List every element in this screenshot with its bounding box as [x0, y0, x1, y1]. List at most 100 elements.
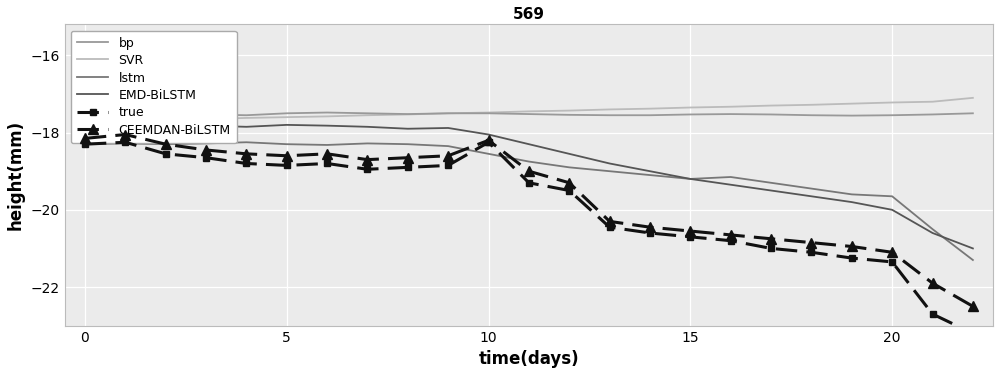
bp [321, 110, 333, 115]
CEEMDAN-BiLSTM [281, 153, 293, 158]
CEEMDAN-BiLSTM [321, 152, 333, 156]
bp [523, 112, 535, 116]
true [967, 331, 979, 336]
true [361, 167, 373, 171]
Title: 569: 569 [513, 7, 545, 22]
true [160, 152, 172, 156]
lstm [684, 177, 696, 181]
bp [361, 111, 373, 116]
SVR [402, 112, 414, 117]
bp [604, 113, 616, 117]
EMD-BiLSTM [402, 126, 414, 131]
bp [886, 113, 898, 117]
bp [765, 112, 777, 117]
CEEMDAN-BiLSTM [402, 156, 414, 160]
lstm [604, 169, 616, 174]
bp [725, 112, 737, 116]
true [79, 142, 91, 146]
EMD-BiLSTM [886, 208, 898, 212]
EMD-BiLSTM [442, 126, 454, 130]
bp [160, 111, 172, 116]
CEEMDAN-BiLSTM [846, 244, 858, 249]
EMD-BiLSTM [563, 152, 575, 156]
EMD-BiLSTM [765, 188, 777, 193]
SVR [644, 106, 656, 111]
EMD-BiLSTM [604, 161, 616, 166]
CEEMDAN-BiLSTM [725, 232, 737, 237]
SVR [483, 110, 495, 115]
true [200, 156, 212, 160]
EMD-BiLSTM [684, 177, 696, 181]
lstm [805, 186, 817, 191]
bp [281, 111, 293, 116]
X-axis label: time(days): time(days) [479, 350, 579, 368]
bp [967, 111, 979, 116]
true [119, 140, 131, 144]
CEEMDAN-BiLSTM [79, 136, 91, 141]
SVR [765, 104, 777, 108]
SVR [563, 108, 575, 113]
lstm [200, 141, 212, 146]
SVR [281, 115, 293, 119]
bp [927, 112, 939, 117]
bp [79, 113, 91, 117]
true [805, 250, 817, 255]
SVR [846, 101, 858, 106]
CEEMDAN-BiLSTM [442, 153, 454, 158]
lstm [483, 152, 495, 156]
lstm [321, 143, 333, 147]
true [442, 163, 454, 168]
true [927, 312, 939, 316]
SVR [927, 99, 939, 104]
EMD-BiLSTM [927, 231, 939, 235]
CEEMDAN-BiLSTM [604, 219, 616, 224]
true [402, 165, 414, 170]
lstm [79, 142, 91, 146]
SVR [361, 113, 373, 117]
bp [563, 112, 575, 117]
lstm [523, 159, 535, 164]
CEEMDAN-BiLSTM [886, 250, 898, 255]
lstm [725, 175, 737, 179]
bp [240, 113, 252, 117]
Line: lstm: lstm [85, 142, 973, 260]
Line: bp: bp [85, 112, 973, 116]
true [725, 238, 737, 243]
true [684, 235, 696, 239]
bp [402, 112, 414, 116]
lstm [442, 144, 454, 148]
CEEMDAN-BiLSTM [119, 132, 131, 137]
true [644, 231, 656, 235]
EMD-BiLSTM [967, 246, 979, 250]
SVR [79, 121, 91, 125]
SVR [886, 100, 898, 105]
SVR [119, 119, 131, 123]
CEEMDAN-BiLSTM [644, 225, 656, 230]
SVR [160, 118, 172, 123]
lstm [119, 141, 131, 146]
EMD-BiLSTM [200, 123, 212, 128]
EMD-BiLSTM [281, 123, 293, 127]
bp [483, 111, 495, 116]
lstm [402, 142, 414, 146]
SVR [523, 109, 535, 114]
SVR [200, 117, 212, 122]
CEEMDAN-BiLSTM [805, 240, 817, 245]
SVR [240, 116, 252, 120]
EMD-BiLSTM [240, 124, 252, 129]
EMD-BiLSTM [805, 194, 817, 198]
EMD-BiLSTM [79, 123, 91, 127]
lstm [644, 173, 656, 177]
SVR [604, 107, 616, 112]
CEEMDAN-BiLSTM [927, 281, 939, 285]
true [483, 140, 495, 144]
EMD-BiLSTM [644, 169, 656, 174]
bp [846, 113, 858, 118]
true [846, 256, 858, 260]
true [523, 180, 535, 185]
lstm [967, 258, 979, 262]
CEEMDAN-BiLSTM [523, 169, 535, 174]
bp [684, 112, 696, 117]
SVR [684, 105, 696, 110]
Line: true: true [81, 139, 976, 337]
